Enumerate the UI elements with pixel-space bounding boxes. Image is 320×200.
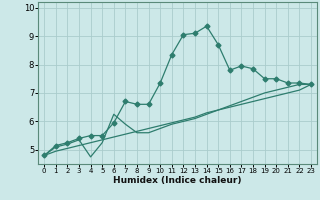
- X-axis label: Humidex (Indice chaleur): Humidex (Indice chaleur): [113, 176, 242, 185]
